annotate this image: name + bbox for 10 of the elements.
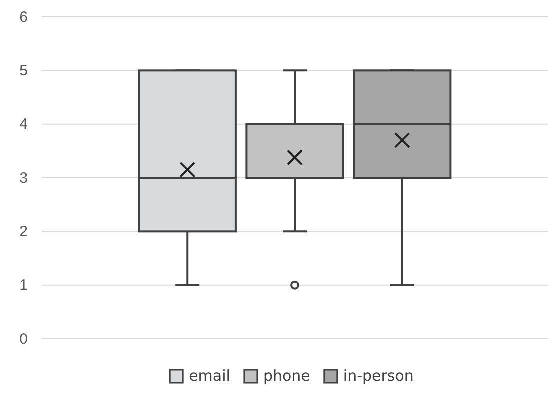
legend-label: in-person — [343, 367, 414, 385]
legend-label: email — [189, 367, 230, 385]
y-tick-label: 6 — [20, 8, 28, 26]
y-tick-label: 4 — [20, 116, 28, 134]
y-tick-label: 1 — [20, 277, 28, 294]
legend-label: phone — [263, 367, 310, 385]
y-tick-label: 2 — [20, 223, 28, 240]
y-tick-label: 0 — [20, 330, 28, 348]
y-tick-label: 5 — [20, 62, 28, 80]
y-tick-label: 3 — [20, 170, 28, 187]
